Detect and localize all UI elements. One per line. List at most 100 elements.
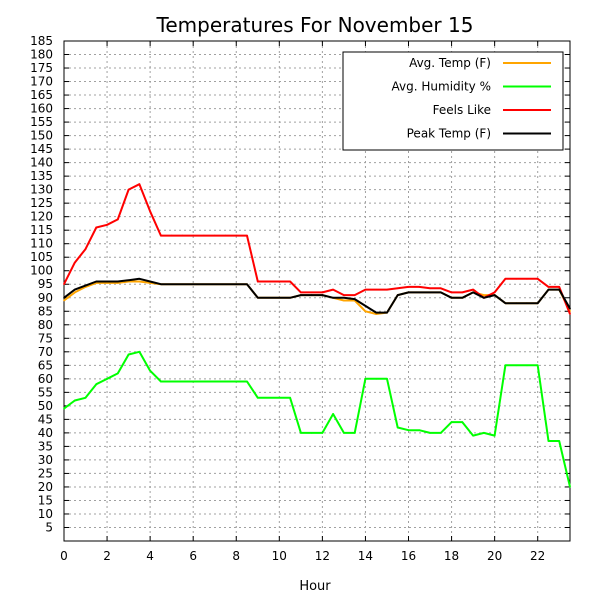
data-point-avg-humidity — [450, 421, 453, 423]
y-tick-label: 5 — [45, 520, 53, 534]
data-point-avg-humidity — [429, 432, 431, 434]
plot-border — [63, 40, 571, 542]
data-point-feels-like — [343, 294, 345, 296]
data-point-avg-humidity — [149, 369, 151, 372]
data-point-avg-humidity — [278, 396, 281, 399]
data-point-avg-humidity — [127, 353, 130, 356]
data-point-avg-humidity — [224, 380, 227, 383]
data-point-avg-humidity — [310, 432, 313, 434]
data-point-feels-like — [310, 291, 313, 294]
data-point-peak-temp-f — [343, 296, 345, 299]
data-point-avg-humidity — [267, 396, 270, 399]
data-point-avg-humidity — [375, 378, 378, 380]
data-point-feels-like — [84, 248, 87, 250]
data-point-avg-humidity — [547, 440, 550, 442]
y-tick-label: 70 — [38, 345, 53, 359]
data-point-peak-temp-f — [117, 280, 119, 283]
data-point-avg-humidity — [343, 432, 345, 434]
data-point-peak-temp-f — [181, 283, 184, 286]
data-point-feels-like — [547, 286, 550, 288]
data-point-avg-humidity — [63, 407, 65, 410]
y-tick-label: 155 — [30, 115, 53, 129]
x-tick-label: 10 — [272, 549, 287, 563]
data-point-avg-humidity — [364, 378, 367, 380]
y-tick-label: 120 — [30, 210, 53, 224]
y-tick-label: 125 — [30, 196, 53, 210]
data-point-feels-like — [493, 291, 496, 294]
legend-label-feels-like: Feels Like — [433, 103, 491, 117]
data-point-avg-humidity — [95, 383, 98, 386]
x-tick-label: 8 — [232, 549, 240, 563]
data-point-peak-temp-f — [224, 283, 227, 286]
data-point-peak-temp-f — [569, 307, 571, 310]
legend: Avg. Temp (F) Avg. Humidity % Feels Like Pe… — [342, 51, 564, 151]
data-point-peak-temp-f — [278, 296, 281, 299]
x-tick-label: 4 — [146, 549, 154, 563]
data-point-peak-temp-f — [504, 302, 507, 304]
data-point-peak-temp-f — [332, 296, 334, 299]
data-point-peak-temp-f — [407, 291, 410, 294]
data-point-peak-temp-f — [515, 302, 517, 304]
data-point-avg-humidity — [181, 380, 184, 383]
x-tick-label: 12 — [315, 549, 330, 563]
data-point-feels-like — [418, 286, 421, 288]
data-point-avg-humidity — [246, 380, 248, 383]
y-tick-label: 110 — [30, 237, 53, 251]
data-point-peak-temp-f — [429, 291, 431, 294]
data-point-feels-like — [149, 210, 151, 213]
x-tick-label: 6 — [189, 549, 197, 563]
data-point-feels-like — [160, 234, 162, 237]
chart-title: Temperatures For November 15 — [156, 13, 474, 37]
y-tick-label: 90 — [38, 291, 53, 305]
data-point-avg-temp-f — [483, 294, 485, 296]
y-tick-label: 75 — [38, 331, 53, 345]
y-tick-label: 160 — [30, 102, 53, 116]
data-point-avg-humidity — [396, 426, 399, 429]
data-point-feels-like — [536, 278, 539, 280]
data-point-peak-temp-f — [375, 311, 378, 314]
y-tick-label: 95 — [38, 277, 53, 291]
x-tick-label: 0 — [60, 549, 68, 563]
data-point-feels-like — [526, 278, 528, 280]
data-point-avg-humidity — [472, 434, 474, 437]
data-point-peak-temp-f — [536, 302, 539, 304]
data-point-peak-temp-f — [547, 288, 550, 291]
data-point-feels-like — [300, 291, 302, 294]
data-point-feels-like — [73, 261, 76, 264]
data-point-feels-like — [278, 280, 281, 283]
data-point-avg-humidity — [483, 432, 485, 434]
y-tick-label: 170 — [30, 75, 53, 89]
data-point-peak-temp-f — [203, 283, 205, 286]
data-point-peak-temp-f — [138, 278, 141, 280]
data-point-avg-humidity — [332, 413, 334, 415]
data-point-feels-like — [127, 188, 130, 191]
y-tick-label: 165 — [30, 88, 53, 102]
data-point-feels-like — [170, 234, 173, 237]
x-tick-label: 18 — [444, 549, 459, 563]
y-tick-label: 145 — [30, 142, 53, 156]
y-tick-label: 15 — [38, 493, 53, 507]
data-point-avg-humidity — [73, 399, 76, 402]
data-point-avg-humidity — [117, 372, 119, 375]
data-point-peak-temp-f — [300, 294, 302, 296]
data-point-feels-like — [569, 313, 571, 315]
data-point-peak-temp-f — [526, 302, 528, 304]
data-point-avg-temp-f — [73, 291, 76, 294]
data-point-peak-temp-f — [246, 283, 248, 286]
x-tick-label: 2 — [103, 549, 111, 563]
data-point-avg-humidity — [213, 380, 216, 383]
data-point-feels-like — [63, 283, 65, 286]
x-tick-label: 16 — [401, 549, 416, 563]
data-point-feels-like — [558, 286, 561, 288]
y-tick-label: 100 — [30, 264, 53, 278]
data-point-avg-humidity — [515, 364, 517, 367]
data-point-peak-temp-f — [73, 288, 76, 291]
data-point-avg-humidity — [256, 396, 259, 399]
data-point-feels-like — [332, 288, 334, 291]
data-point-peak-temp-f — [364, 305, 367, 307]
data-point-peak-temp-f — [84, 284, 87, 287]
data-point-avg-humidity — [300, 432, 302, 434]
y-tick-label: 20 — [38, 480, 53, 494]
data-point-feels-like — [95, 226, 98, 229]
